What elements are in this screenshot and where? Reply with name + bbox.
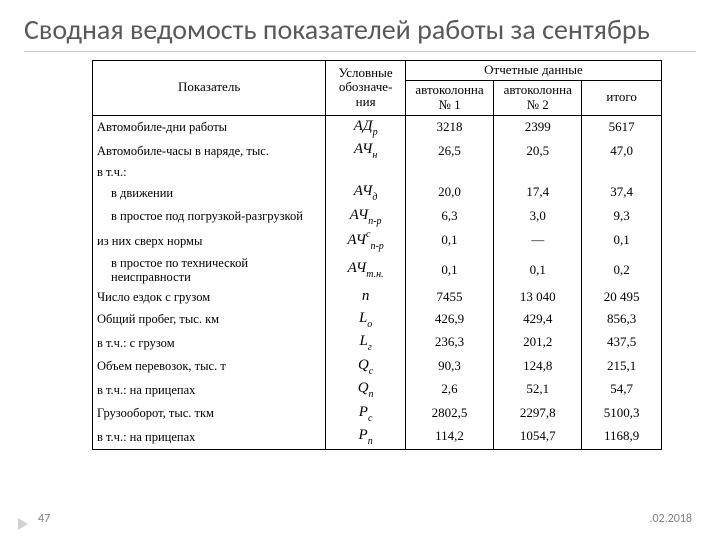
- cell-value-2: 52,1: [494, 378, 582, 402]
- table-row: в т.ч.:: [93, 163, 662, 181]
- th-symbol: Условные обозначе-ния: [326, 61, 406, 116]
- cell-value-3: 37,4: [582, 181, 662, 205]
- cell-value-3: 5617: [582, 115, 662, 139]
- cell-value-1: 6,3: [405, 205, 493, 229]
- table-row: Грузооборот, тыс. ткмPс2802,52297,85100,…: [93, 402, 662, 426]
- cell-value-2: 13 040: [494, 286, 582, 307]
- table-row: в простое под погрузкой-разгрузкойАЧп-р6…: [93, 205, 662, 229]
- cell-symbol: Lг: [326, 331, 406, 355]
- cell-value-3: 47,0: [582, 139, 662, 163]
- cell-value-1: 0,1: [405, 254, 493, 287]
- th-total: итого: [582, 80, 662, 115]
- cell-value-1: 2802,5: [405, 402, 493, 426]
- cell-value-3: [582, 163, 662, 181]
- cell-value-3: 0,2: [582, 254, 662, 287]
- cell-value-1: 0,1: [405, 228, 493, 254]
- table-row: Автомобиле-дни работыАДр321823995617: [93, 115, 662, 139]
- cell-symbol: n: [326, 286, 406, 307]
- table-row: Число ездок с грузомn745513 04020 495: [93, 286, 662, 307]
- cell-symbol: Pс: [326, 402, 406, 426]
- table-head: Показатель Условные обозначе-ния Отчетны…: [93, 61, 662, 116]
- cell-value-1: 114,2: [405, 425, 493, 449]
- th-col1: автоколонна № 1: [405, 80, 493, 115]
- cell-indicator: Объем перевозок, тыс. т: [93, 355, 326, 379]
- cell-symbol: АЧн: [326, 139, 406, 163]
- th-indicator: Показатель: [93, 61, 326, 116]
- cell-symbol: [326, 163, 406, 181]
- table-row: в движенииАЧд20,017,437,4: [93, 181, 662, 205]
- cell-value-2: 20,5: [494, 139, 582, 163]
- cell-value-3: 5100,3: [582, 402, 662, 426]
- th-report: Отчетные данные: [405, 61, 661, 81]
- table-row: в т.ч.: на прицепахPп114,21054,71168,9: [93, 425, 662, 449]
- cell-indicator: Число ездок с грузом: [93, 286, 326, 307]
- cell-value-1: [405, 163, 493, 181]
- cell-value-1: 236,3: [405, 331, 493, 355]
- cell-symbol: Qс: [326, 355, 406, 379]
- cell-value-1: 2,6: [405, 378, 493, 402]
- cell-indicator: в т.ч.: с грузом: [93, 331, 326, 355]
- cell-value-2: 3,0: [494, 205, 582, 229]
- cell-value-3: 9,3: [582, 205, 662, 229]
- cell-indicator: Общий пробег, тыс. км: [93, 308, 326, 332]
- cell-value-2: 201,2: [494, 331, 582, 355]
- cell-value-1: 20,0: [405, 181, 493, 205]
- cell-value-3: 54,7: [582, 378, 662, 402]
- table-container: Показатель Условные обозначе-ния Отчетны…: [0, 60, 720, 450]
- cell-symbol: Pп: [326, 425, 406, 449]
- table-row: Автомобиле-часы в наряде, тыс.АЧн26,520,…: [93, 139, 662, 163]
- table-row: из них сверх нормыАЧсп-р0,1—0,1: [93, 228, 662, 254]
- cell-symbol: Qп: [326, 378, 406, 402]
- cell-value-3: 437,5: [582, 331, 662, 355]
- cell-value-2: 2297,8: [494, 402, 582, 426]
- cell-value-2: 429,4: [494, 308, 582, 332]
- th-col2: автоколонна № 2: [494, 80, 582, 115]
- cell-indicator: Грузооборот, тыс. ткм: [93, 402, 326, 426]
- cell-value-1: 90,3: [405, 355, 493, 379]
- cell-value-2: 124,8: [494, 355, 582, 379]
- cell-indicator: Автомобиле-часы в наряде, тыс.: [93, 139, 326, 163]
- cell-value-3: 215,1: [582, 355, 662, 379]
- cell-symbol: АЧп-р: [326, 205, 406, 229]
- cell-value-1: 7455: [405, 286, 493, 307]
- cell-indicator: в простое под погрузкой-разгрузкой: [93, 205, 326, 229]
- cell-indicator: в т.ч.:: [93, 163, 326, 181]
- cell-indicator: в движении: [93, 181, 326, 205]
- cell-indicator: в т.ч.: на прицепах: [93, 425, 326, 449]
- table-row: Общий пробег, тыс. кмLо426,9429,4856,3: [93, 308, 662, 332]
- cell-value-2: 17,4: [494, 181, 582, 205]
- table-row: в т.ч.: с грузомLг236,3201,2437,5: [93, 331, 662, 355]
- cell-symbol: АЧсп-р: [326, 228, 406, 254]
- title-underline: [24, 51, 696, 52]
- cell-value-2: 1054,7: [494, 425, 582, 449]
- cell-indicator: из них сверх нормы: [93, 228, 326, 254]
- footer-date: .02.2018: [649, 512, 692, 526]
- cell-value-3: 20 495: [582, 286, 662, 307]
- cell-indicator: в простое по технической неисправности: [93, 254, 326, 287]
- cell-value-2: [494, 163, 582, 181]
- page-title: Сводная ведомость показателей работы за …: [0, 0, 720, 51]
- nav-arrow-icon: [18, 518, 28, 530]
- table-body: Автомобиле-дни работыАДр321823995617Авто…: [93, 115, 662, 449]
- cell-symbol: АЧд: [326, 181, 406, 205]
- cell-symbol: Lо: [326, 308, 406, 332]
- cell-value-3: 0,1: [582, 228, 662, 254]
- cell-value-2: —: [494, 228, 582, 254]
- cell-indicator: Автомобиле-дни работы: [93, 115, 326, 139]
- cell-value-2: 2399: [494, 115, 582, 139]
- cell-value-3: 856,3: [582, 308, 662, 332]
- cell-value-1: 3218: [405, 115, 493, 139]
- table-row: в т.ч.: на прицепахQп2,652,154,7: [93, 378, 662, 402]
- summary-table: Показатель Условные обозначе-ния Отчетны…: [92, 60, 662, 450]
- table-row: Объем перевозок, тыс. тQс90,3124,8215,1: [93, 355, 662, 379]
- cell-indicator: в т.ч.: на прицепах: [93, 378, 326, 402]
- cell-value-1: 426,9: [405, 308, 493, 332]
- cell-symbol: АДр: [326, 115, 406, 139]
- cell-value-1: 26,5: [405, 139, 493, 163]
- table-row: в простое по технической неисправностиАЧ…: [93, 254, 662, 287]
- cell-symbol: АЧт.н.: [326, 254, 406, 287]
- cell-value-2: 0,1: [494, 254, 582, 287]
- page-number: 47: [38, 512, 50, 526]
- cell-value-3: 1168,9: [582, 425, 662, 449]
